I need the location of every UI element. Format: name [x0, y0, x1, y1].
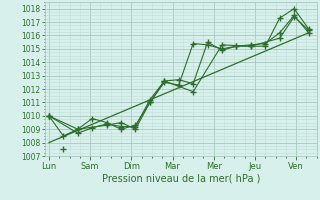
X-axis label: Pression niveau de la mer( hPa ): Pression niveau de la mer( hPa ) — [102, 173, 260, 183]
